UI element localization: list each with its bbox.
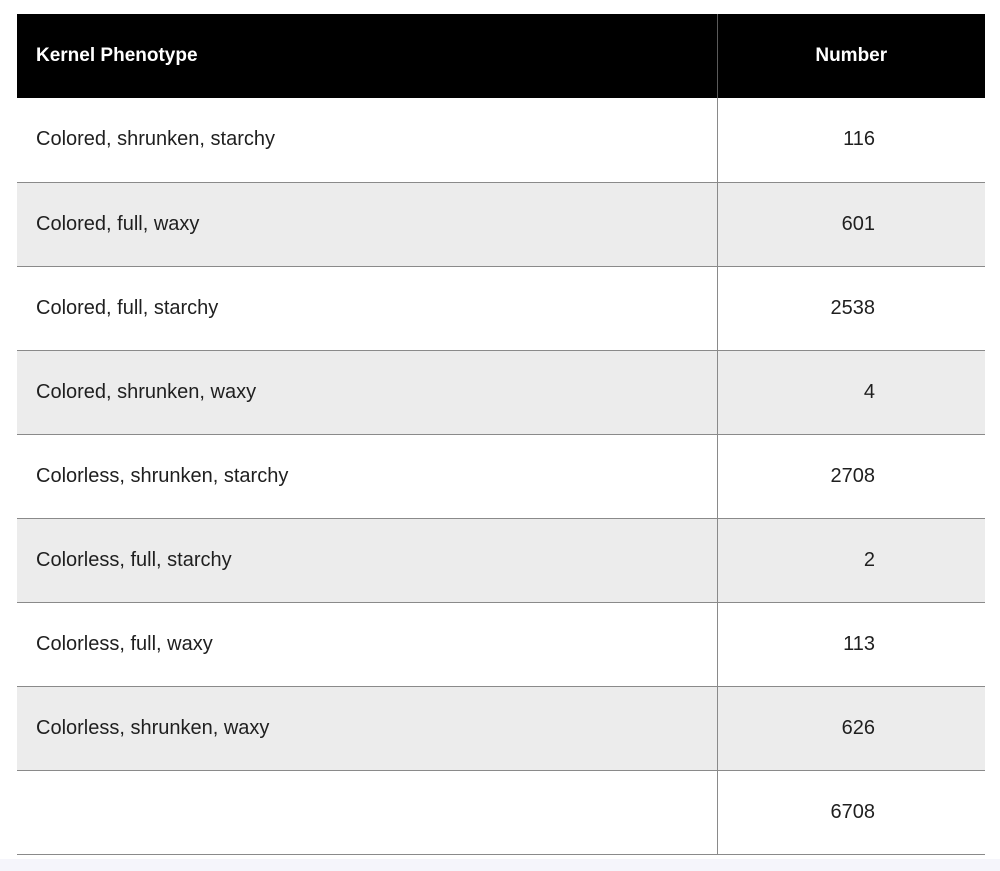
number-cell: 116 bbox=[717, 98, 985, 183]
table-row: Colorless, full, starchy 2 bbox=[17, 518, 985, 603]
phenotype-cell: Colored, shrunken, waxy bbox=[17, 350, 718, 435]
phenotype-cell: Colored, shrunken, starchy bbox=[17, 98, 718, 183]
table-row: Colored, full, starchy 2538 bbox=[17, 266, 985, 351]
phenotype-cell: Colorless, full, starchy bbox=[17, 518, 718, 603]
total-number-cell: 6708 bbox=[717, 770, 985, 855]
number-cell: 2 bbox=[717, 518, 985, 603]
header-number: Number bbox=[717, 14, 985, 98]
table-row: Colorless, shrunken, waxy 626 bbox=[17, 686, 985, 771]
table-row: Colored, shrunken, waxy 4 bbox=[17, 350, 985, 435]
number-cell: 2708 bbox=[717, 434, 985, 519]
table-header-row: Kernel Phenotype Number bbox=[17, 14, 985, 98]
phenotype-cell: Colored, full, starchy bbox=[17, 266, 718, 351]
phenotype-cell: Colorless, shrunken, waxy bbox=[17, 686, 718, 771]
kernel-phenotype-table: Kernel Phenotype Number Colored, shrunke… bbox=[17, 14, 985, 855]
number-cell: 626 bbox=[717, 686, 985, 771]
table-row: Colored, shrunken, starchy 116 bbox=[17, 98, 985, 183]
number-cell: 4 bbox=[717, 350, 985, 435]
phenotype-cell: Colored, full, waxy bbox=[17, 182, 718, 267]
table-row: Colored, full, waxy 601 bbox=[17, 182, 985, 267]
table-row: Colorless, full, waxy 113 bbox=[17, 602, 985, 687]
table-total-row: 6708 bbox=[17, 770, 985, 855]
number-cell: 113 bbox=[717, 602, 985, 687]
table-row: Colorless, shrunken, starchy 2708 bbox=[17, 434, 985, 519]
header-kernel-phenotype: Kernel Phenotype bbox=[17, 14, 718, 98]
number-cell: 601 bbox=[717, 182, 985, 267]
phenotype-cell bbox=[17, 770, 718, 855]
phenotype-cell: Colorless, shrunken, starchy bbox=[17, 434, 718, 519]
number-cell: 2538 bbox=[717, 266, 985, 351]
phenotype-cell: Colorless, full, waxy bbox=[17, 602, 718, 687]
